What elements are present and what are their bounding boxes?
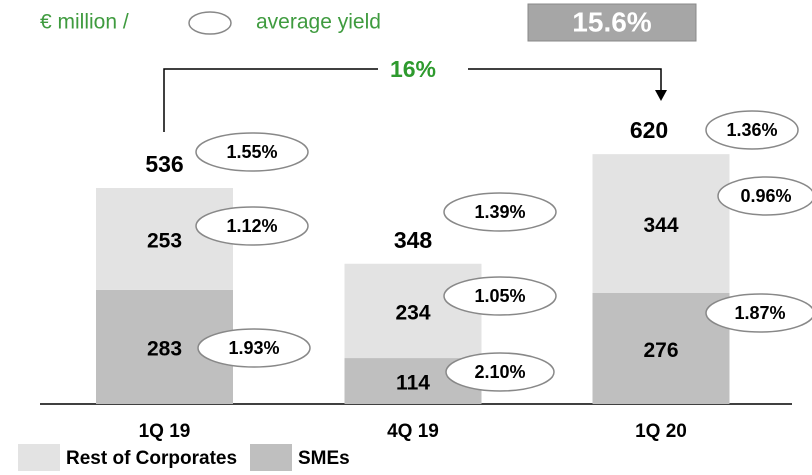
yield-label: 1.12% [226, 216, 277, 236]
total-label: 348 [394, 227, 433, 253]
headline-box [527, 3, 697, 42]
value-label: 253 [147, 230, 182, 253]
subtitle-left: € million / [40, 11, 129, 34]
yield-ellipse [705, 293, 812, 333]
legend-label: Rest of Corporates [66, 448, 237, 469]
growth-arrow [655, 90, 667, 101]
yield-ellipse [705, 110, 799, 150]
value-label: 276 [643, 339, 678, 362]
yield-ellipse [717, 176, 812, 216]
legend-swatch [250, 444, 292, 471]
legend-label: SMEs [298, 448, 350, 469]
yield-label: 1.05% [474, 286, 525, 306]
legend-swatch [18, 444, 60, 471]
growth-bracket [468, 68, 662, 92]
x-tick-label: 1Q 20 [635, 421, 687, 442]
yield-label: 1.39% [474, 202, 525, 222]
yield-label: 0.96% [740, 186, 791, 206]
yield-ellipse [443, 276, 557, 316]
yield-ellipse [195, 132, 309, 172]
subtitle-right: average yield [256, 11, 381, 34]
yield-label: 2.10% [474, 362, 525, 382]
yield-ellipse [195, 206, 309, 246]
bar-segment [592, 154, 730, 293]
yield-ellipse [443, 192, 557, 232]
total-label: 620 [630, 117, 668, 143]
growth-bracket [163, 68, 378, 132]
headline: 15.6% [572, 6, 651, 37]
total-label: 536 [145, 151, 183, 177]
yield-label: 1.93% [228, 338, 279, 358]
bar-segment [344, 263, 482, 359]
growth-label: 16% [390, 56, 436, 82]
yield-ellipse [197, 328, 311, 368]
yield-ellipse [445, 352, 555, 392]
value-label: 344 [643, 214, 678, 237]
yield-label: 1.36% [726, 120, 777, 140]
value-label: 234 [395, 301, 430, 324]
x-tick-label: 4Q 19 [387, 421, 439, 442]
x-tick-label: 1Q 19 [139, 421, 191, 442]
yield-label: 1.87% [734, 303, 785, 323]
yield-label: 1.55% [226, 142, 277, 162]
value-label: 114 [396, 372, 430, 395]
yield-legend-ellipse [188, 11, 232, 35]
value-label: 283 [147, 338, 182, 361]
